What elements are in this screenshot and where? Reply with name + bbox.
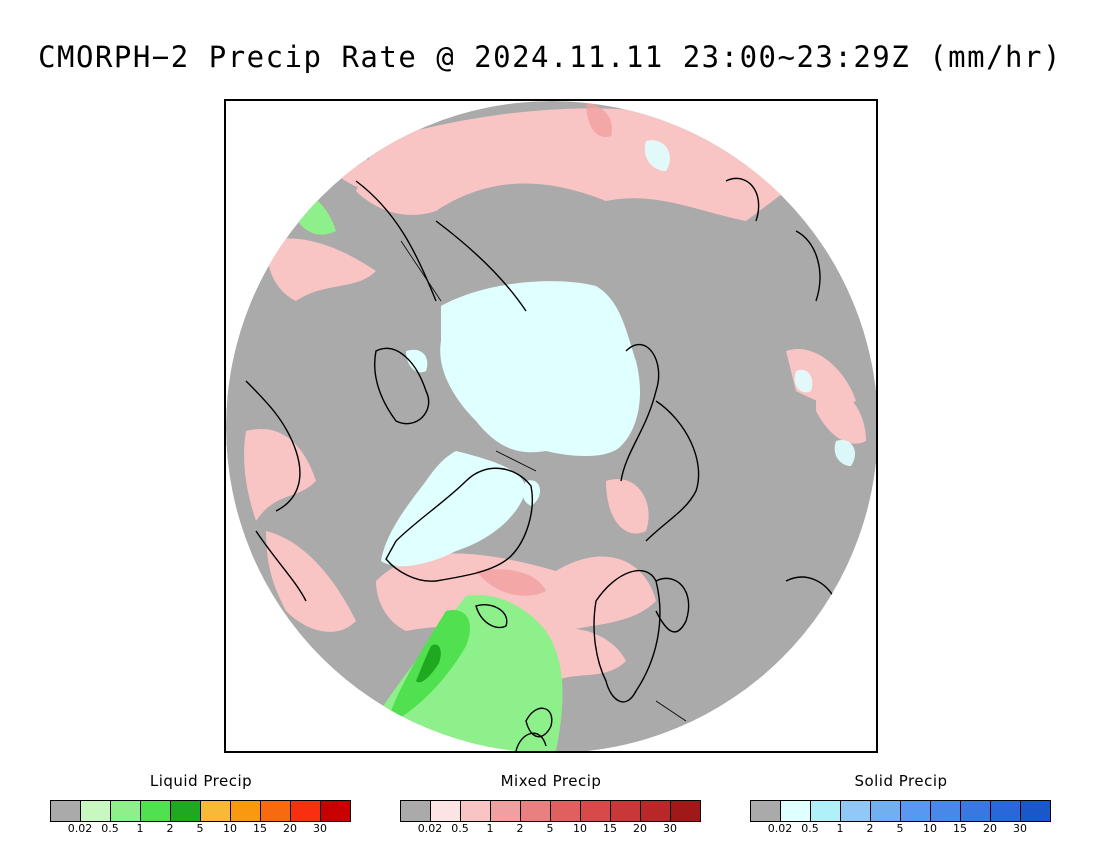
legend-swatch — [781, 801, 811, 821]
mixed-precip-heavier — [476, 101, 612, 596]
mixed-precip-areas — [244, 108, 866, 681]
legend-swatch — [811, 801, 841, 821]
polar-map-frame — [224, 99, 878, 753]
political-borders — [400, 240, 687, 722]
ticks-solid: 0.02 0.5 1 2 5 10 15 20 30 — [750, 822, 1052, 838]
legend-title-liquid: Liquid Precip — [149, 772, 253, 790]
legend-swatch — [291, 801, 321, 821]
coastlines — [245, 177, 837, 751]
legend-tick-label: 0.02 — [417, 822, 443, 835]
legend-swatch — [81, 801, 111, 821]
legend-solid: Solid Precip 0.02 0.5 1 2 5 10 15 20 30 — [750, 770, 1052, 840]
legend-swatch — [961, 801, 991, 821]
legend-tick-label: 15 — [603, 822, 617, 835]
legend-swatch — [51, 801, 81, 821]
legend-swatch — [581, 801, 611, 821]
legend-tick-label: 0.02 — [767, 822, 793, 835]
legend-swatch — [841, 801, 871, 821]
legend-tick-label: 1 — [486, 822, 494, 835]
legend-swatch — [201, 801, 231, 821]
legend-tick-label: 30 — [313, 822, 327, 835]
legend-title-solid: Solid Precip — [854, 772, 948, 790]
legend-tick-label: 20 — [633, 822, 647, 835]
legend-swatch — [431, 801, 461, 821]
legend-liquid: Liquid Precip 0.02 0.5 1 2 5 10 15 20 30 — [50, 770, 352, 840]
legend-tick-label: 2 — [516, 822, 524, 835]
legend-tick-label: 30 — [663, 822, 677, 835]
legend-tick-label: 10 — [923, 822, 937, 835]
legend-swatch — [401, 801, 431, 821]
legend-mixed: Mixed Precip 0.02 0.5 1 2 5 10 15 20 30 — [400, 770, 702, 840]
legend-tick-label: 5 — [896, 822, 904, 835]
legend-tick-label: 1 — [136, 822, 144, 835]
legend-tick-label: 2 — [866, 822, 874, 835]
legend-tick-label: 2 — [166, 822, 174, 835]
legend-tick-label: 20 — [983, 822, 997, 835]
map-disk — [226, 101, 876, 751]
legend-swatch — [321, 801, 350, 821]
swatches-liquid — [50, 800, 351, 822]
legend-swatch — [901, 801, 931, 821]
legend-swatch — [261, 801, 291, 821]
legend-title-mixed: Mixed Precip — [500, 772, 602, 790]
legend-swatch — [141, 801, 171, 821]
legend-tick-label: 5 — [546, 822, 554, 835]
precip-map — [226, 101, 876, 751]
ticks-mixed: 0.02 0.5 1 2 5 10 15 20 30 — [400, 822, 702, 838]
legend-tick-label: 1 — [836, 822, 844, 835]
legend-tick-label: 30 — [1013, 822, 1027, 835]
legend-tick-label: 15 — [253, 822, 267, 835]
map-title: CMORPH−2 Precip Rate @ 2024.11.11 23:00~… — [38, 40, 1062, 74]
legend-swatch — [991, 801, 1021, 821]
legend-tick-label: 0.02 — [67, 822, 93, 835]
solid-precip-areas — [381, 281, 641, 567]
legend-swatch — [491, 801, 521, 821]
swatches-solid — [750, 800, 1051, 822]
legend-tick-label: 10 — [573, 822, 587, 835]
legend-tick-label: 0.5 — [451, 822, 469, 835]
legend-swatch — [871, 801, 901, 821]
legend-tick-label: 20 — [283, 822, 297, 835]
legend-swatch — [521, 801, 551, 821]
ticks-liquid: 0.02 0.5 1 2 5 10 15 20 30 — [50, 822, 352, 838]
legend-swatch — [171, 801, 201, 821]
legend-swatch — [641, 801, 671, 821]
legend-swatch — [1021, 801, 1050, 821]
legend-swatch — [671, 801, 700, 821]
legend-swatch — [751, 801, 781, 821]
legend-tick-label: 0.5 — [801, 822, 819, 835]
legend-swatch — [611, 801, 641, 821]
legend-swatch — [461, 801, 491, 821]
legend-swatch — [931, 801, 961, 821]
legend-tick-label: 10 — [223, 822, 237, 835]
solid-precip-scatter — [644, 140, 856, 466]
legend-tick-label: 0.5 — [101, 822, 119, 835]
legend-tick-label: 5 — [196, 822, 204, 835]
swatches-mixed — [400, 800, 701, 822]
legend-swatch — [111, 801, 141, 821]
legend-swatch — [551, 801, 581, 821]
legend-tick-label: 15 — [953, 822, 967, 835]
legend-swatch — [231, 801, 261, 821]
liquid-precip-heavy — [416, 644, 441, 683]
